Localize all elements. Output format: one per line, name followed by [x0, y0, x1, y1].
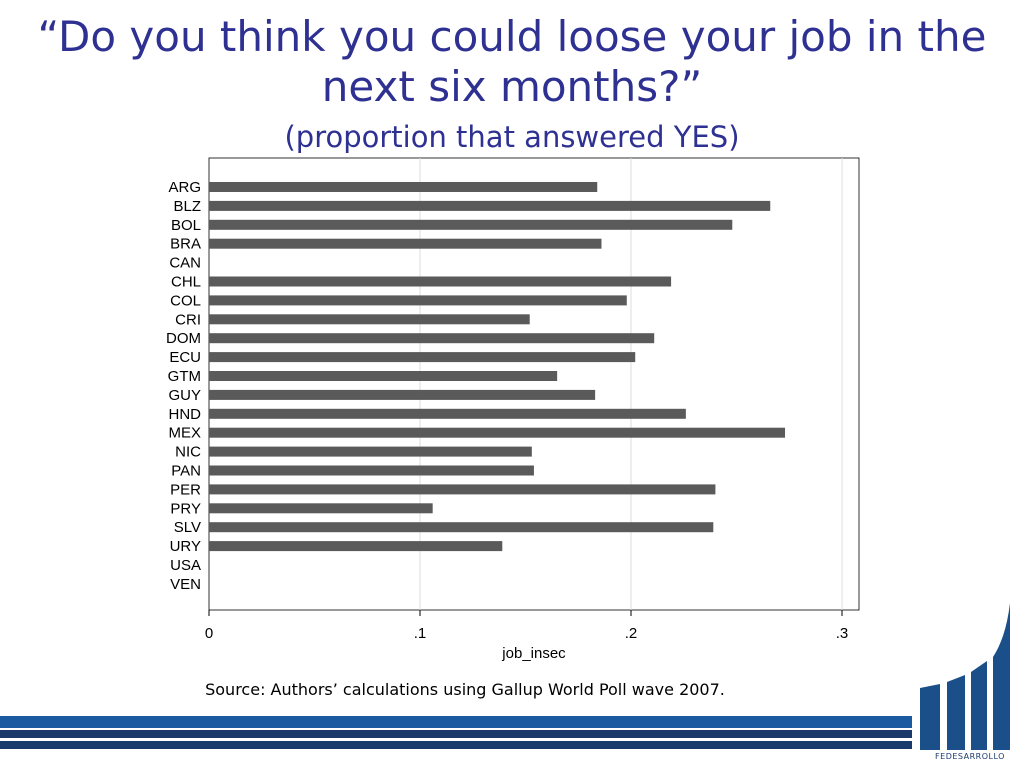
- bar-slv: [209, 522, 714, 533]
- bar-bol: [209, 219, 733, 230]
- category-label: BRA: [170, 236, 201, 253]
- bar-col: [209, 295, 627, 306]
- category-label: GTM: [168, 368, 201, 385]
- category-label: CAN: [169, 255, 201, 272]
- category-label: ECU: [169, 349, 201, 366]
- x-tick-label: .2: [625, 625, 638, 642]
- footer-band-top: [0, 716, 912, 728]
- footer-band-bottom: [0, 741, 912, 749]
- logo-wordmark: FEDESARROLLO: [935, 752, 1005, 761]
- slide-title: “Do you think you could loose your job i…: [0, 12, 1024, 162]
- bar-mex: [209, 427, 786, 438]
- category-label: BLZ: [173, 198, 201, 215]
- category-label: USA: [170, 557, 201, 574]
- plot-frame: [208, 157, 860, 611]
- x-tick-label: 0: [205, 625, 213, 642]
- logo-bar-3: [971, 661, 987, 750]
- category-label: COL: [170, 292, 201, 309]
- bar-pry: [209, 503, 433, 514]
- category-label: HND: [169, 406, 202, 423]
- bar-blz: [209, 200, 771, 211]
- category-label: GUY: [168, 387, 201, 404]
- category-label: CHL: [171, 274, 201, 291]
- bar-cri: [209, 314, 530, 325]
- bar-pan: [209, 465, 534, 476]
- x-tick-label: .1: [414, 625, 427, 642]
- title-subtitle: (proportion that answered YES): [284, 120, 740, 154]
- bar-per: [209, 484, 716, 495]
- x-tick-label: .3: [836, 625, 849, 642]
- category-label: DOM: [166, 330, 201, 347]
- category-label: CRI: [175, 311, 201, 328]
- bar-gtm: [209, 371, 558, 381]
- source-note: Source: Authors’ calculations using Gall…: [205, 680, 725, 699]
- bar-ecu: [209, 352, 636, 363]
- bar-arg: [209, 182, 598, 192]
- bar-hnd: [209, 408, 686, 419]
- category-label: VEN: [170, 576, 201, 593]
- category-label: MEX: [168, 425, 201, 442]
- bar-chl: [209, 276, 672, 287]
- bar-dom: [209, 333, 655, 344]
- category-label: NIC: [175, 444, 201, 461]
- bar-nic: [209, 446, 532, 457]
- x-axis-label: job_insec: [501, 645, 566, 662]
- logo-bar-1: [920, 684, 940, 750]
- category-label: ARG: [168, 179, 201, 196]
- footer-band-middle: [0, 730, 912, 738]
- logo-bar-2: [947, 675, 965, 750]
- category-label: BOL: [171, 217, 201, 234]
- category-label: PER: [170, 481, 201, 498]
- fedesarrollo-logo-icon: [920, 603, 1010, 750]
- title-main: “Do you think you could loose your job i…: [37, 12, 987, 111]
- bar-guy: [209, 389, 596, 400]
- category-label: PAN: [171, 463, 201, 480]
- category-label: SLV: [174, 519, 201, 536]
- category-label: URY: [170, 538, 201, 555]
- category-label: PRY: [170, 500, 201, 517]
- bar-ury: [209, 541, 503, 552]
- logo-bar-4: [993, 603, 1010, 750]
- bar-bra: [209, 238, 602, 249]
